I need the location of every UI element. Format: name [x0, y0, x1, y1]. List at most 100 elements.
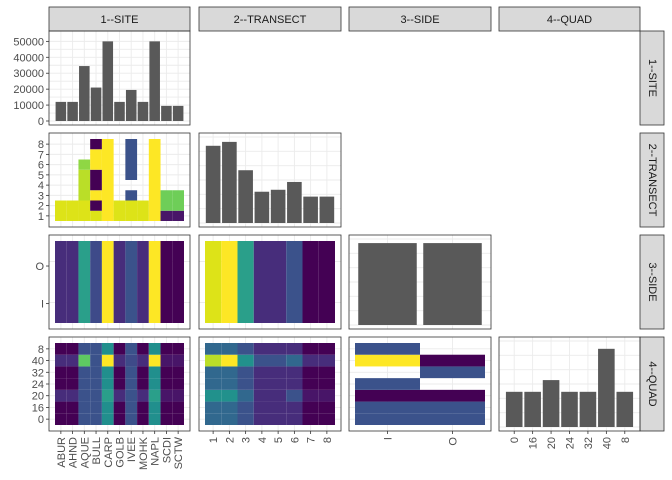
heatmap-cell — [113, 200, 126, 221]
x-tick-label: 7 — [306, 437, 318, 443]
heatmap-cell — [286, 343, 303, 355]
panel-border — [348, 336, 492, 432]
y-tick-label: 40 — [32, 356, 44, 368]
heatmap-cell — [253, 401, 270, 414]
y-tick-label: 3 — [38, 190, 44, 202]
heatmap-cell — [286, 354, 303, 367]
heatmap-cell — [172, 413, 184, 425]
heatmap-cell — [270, 241, 287, 282]
heatmap-cell — [78, 389, 91, 402]
heatmap-cell — [90, 401, 102, 414]
heatmap-cell — [55, 413, 67, 425]
heatmap-cell — [160, 413, 173, 425]
bar-quad — [579, 391, 597, 427]
heatmap-cell — [125, 401, 138, 414]
bar-transect — [205, 145, 221, 223]
y-tick-label: 20000 — [13, 84, 44, 96]
bar-transect — [287, 181, 302, 223]
heatmap-cell — [160, 190, 173, 211]
heatmap-cell — [78, 159, 91, 170]
heatmap-cell — [221, 354, 238, 367]
panel-border — [48, 132, 191, 228]
y-tick-label: 20 — [32, 391, 44, 403]
heatmap-cell — [78, 378, 91, 390]
x-tick-label: 16 — [528, 437, 540, 449]
y-tick-label: 32 — [32, 367, 44, 379]
heatmap-cell — [78, 413, 91, 425]
heatmap-cell — [318, 354, 335, 367]
heatmap-cell — [101, 389, 114, 402]
heatmap-cell — [221, 343, 238, 355]
heatmap-cell — [270, 401, 287, 414]
x-tick-label: IVEE — [126, 437, 138, 462]
heatmap-cell — [78, 354, 91, 367]
row-strip — [639, 336, 665, 432]
y-tick-label: 8 — [38, 139, 44, 151]
bar-quad — [505, 391, 523, 427]
heatmap-cell — [113, 401, 126, 414]
heatmap-cell — [318, 401, 335, 414]
heatmap-cell — [90, 282, 102, 323]
column-strip — [498, 6, 641, 32]
heatmap-cell — [318, 378, 335, 390]
x-tick-label: SCDI — [161, 437, 173, 463]
heatmap-cell — [172, 282, 184, 323]
heatmap-cell — [302, 389, 319, 402]
row-strip — [639, 30, 665, 126]
heatmap-cell — [125, 190, 138, 201]
heatmap-cell — [172, 401, 184, 414]
heatmap-cell — [270, 378, 287, 390]
bar-site — [161, 105, 172, 121]
heatmap-cell — [101, 413, 114, 425]
heatmap-cell — [237, 389, 254, 402]
heatmap-cell — [113, 282, 126, 323]
heatmap-cell — [420, 366, 485, 379]
heatmap-cell — [55, 241, 67, 282]
heatmap-cell — [286, 413, 303, 425]
heatmap-cell — [221, 241, 238, 282]
heatmap-cell — [90, 169, 102, 191]
heatmap-cell — [66, 413, 79, 425]
bar-site — [172, 105, 184, 121]
x-tick-label: AHND — [68, 437, 80, 468]
y-tick-label: 16 — [32, 402, 44, 414]
heatmap-cell — [160, 401, 173, 414]
heatmap-cell — [205, 343, 222, 355]
heatmap-cell — [172, 354, 184, 367]
heatmap-cell — [221, 413, 238, 425]
heatmap-cell — [101, 366, 114, 379]
heatmap-cell — [78, 241, 91, 282]
heatmap-cell — [125, 354, 138, 367]
heatmap-cell — [137, 366, 149, 379]
marks-layer — [55, 41, 634, 427]
heatmap-cell — [253, 413, 270, 425]
heatmap-cell — [113, 378, 126, 390]
heatmap-cell — [90, 354, 102, 367]
heatmap-cell — [66, 378, 79, 390]
heatmap-cell — [302, 378, 319, 390]
column-strip-label: 1--SITE — [101, 14, 139, 26]
heatmap-cell — [137, 282, 149, 323]
x-tick-label: 1 — [208, 437, 220, 443]
heatmap-cell — [55, 378, 67, 390]
heatmap-cell — [253, 354, 270, 367]
heatmap-cell — [148, 378, 161, 390]
heatmap-cell — [66, 343, 79, 355]
heatmap-cell — [125, 241, 138, 282]
bar-site — [114, 101, 125, 121]
heatmap-cell — [101, 282, 114, 323]
x-tick-label: SCTW — [173, 436, 185, 469]
heatmap-cell — [137, 413, 149, 425]
heatmap-cell — [137, 241, 149, 282]
heatmap-cell — [237, 241, 254, 282]
bar-site — [102, 41, 114, 121]
row-strip-label: 3--SIDE — [646, 262, 658, 301]
heatmap-cell — [113, 366, 126, 379]
x-tick-label: GOLB — [115, 437, 127, 468]
y-tick-label: 4 — [38, 180, 44, 192]
panel-border — [348, 234, 492, 330]
bar-quad — [598, 348, 615, 427]
heatmap-cell — [270, 366, 287, 379]
panel-border — [48, 234, 191, 330]
y-tick-label: 24 — [32, 379, 44, 391]
